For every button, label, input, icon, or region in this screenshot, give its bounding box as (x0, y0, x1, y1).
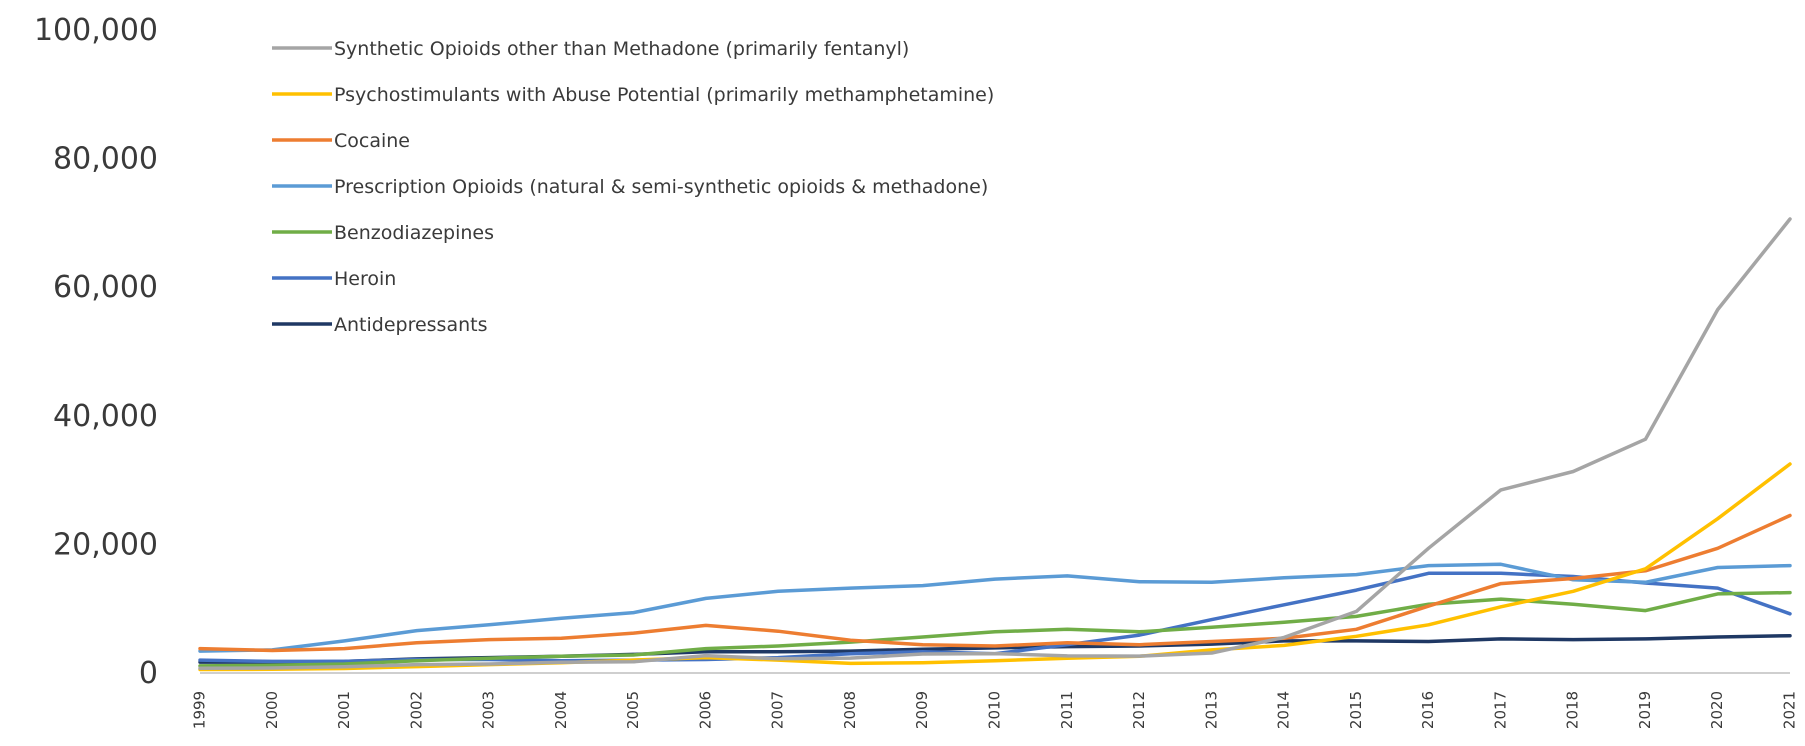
y-tick-label: 20,000 (53, 527, 158, 562)
x-tick-label: 2021 (1781, 691, 1799, 729)
legend-label: Benzodiazepines (334, 222, 494, 244)
y-tick-label: 40,000 (53, 399, 158, 434)
x-tick-label: 2003 (480, 691, 498, 729)
legend: Synthetic Opioids other than Methadone (… (272, 38, 994, 336)
x-tick-label: 2004 (552, 691, 570, 729)
plot-area (198, 217, 1792, 672)
x-tick-label: 2019 (1636, 691, 1654, 729)
x-tick-label: 2001 (335, 691, 353, 729)
x-tick-label: 1999 (191, 691, 209, 729)
x-tick-label: 2008 (841, 691, 859, 729)
x-tick-label: 2014 (1275, 691, 1293, 729)
y-tick-label: 0 (139, 656, 158, 691)
y-tick-label: 80,000 (53, 142, 158, 177)
y-tick-label: 100,000 (34, 13, 158, 48)
legend-label: Synthetic Opioids other than Methadone (… (334, 38, 909, 60)
x-tick-label: 2000 (263, 691, 281, 729)
x-tick-label: 2007 (769, 691, 787, 729)
x-tick-label: 2005 (624, 691, 642, 729)
y-axis: 0 20,000 40,000 60,000 80,000 100,000 (34, 13, 158, 691)
x-tick-label: 2015 (1347, 691, 1365, 729)
legend-label: Prescription Opioids (natural & semi-syn… (334, 176, 988, 198)
series-line (198, 513, 1792, 653)
x-tick-label: 2010 (986, 691, 1004, 729)
series-line (198, 217, 1792, 671)
x-tick-label: 2006 (696, 691, 714, 729)
x-tick-label: 2012 (1130, 691, 1148, 729)
x-tick-label: 2011 (1058, 691, 1076, 729)
legend-label: Antidepressants (334, 314, 488, 336)
x-tick-label: 2018 (1564, 691, 1582, 729)
x-tick-label: 2016 (1419, 691, 1437, 729)
series-line (198, 562, 1792, 653)
x-axis: 1999 2000 2001 2002 2003 2004 2005 2006 2007 2008… (191, 672, 1799, 729)
legend-label: Heroin (334, 268, 396, 290)
legend-label: Cocaine (334, 130, 410, 152)
y-tick-label: 60,000 (53, 270, 158, 305)
x-tick-label: 2013 (1202, 691, 1220, 729)
x-tick-label: 2017 (1491, 691, 1509, 729)
x-tick-label: 2002 (407, 691, 425, 729)
x-tick-label: 2009 (913, 691, 931, 729)
legend-label: Psychostimulants with Abuse Potential (p… (334, 84, 994, 106)
x-tick-label: 2020 (1708, 691, 1726, 729)
